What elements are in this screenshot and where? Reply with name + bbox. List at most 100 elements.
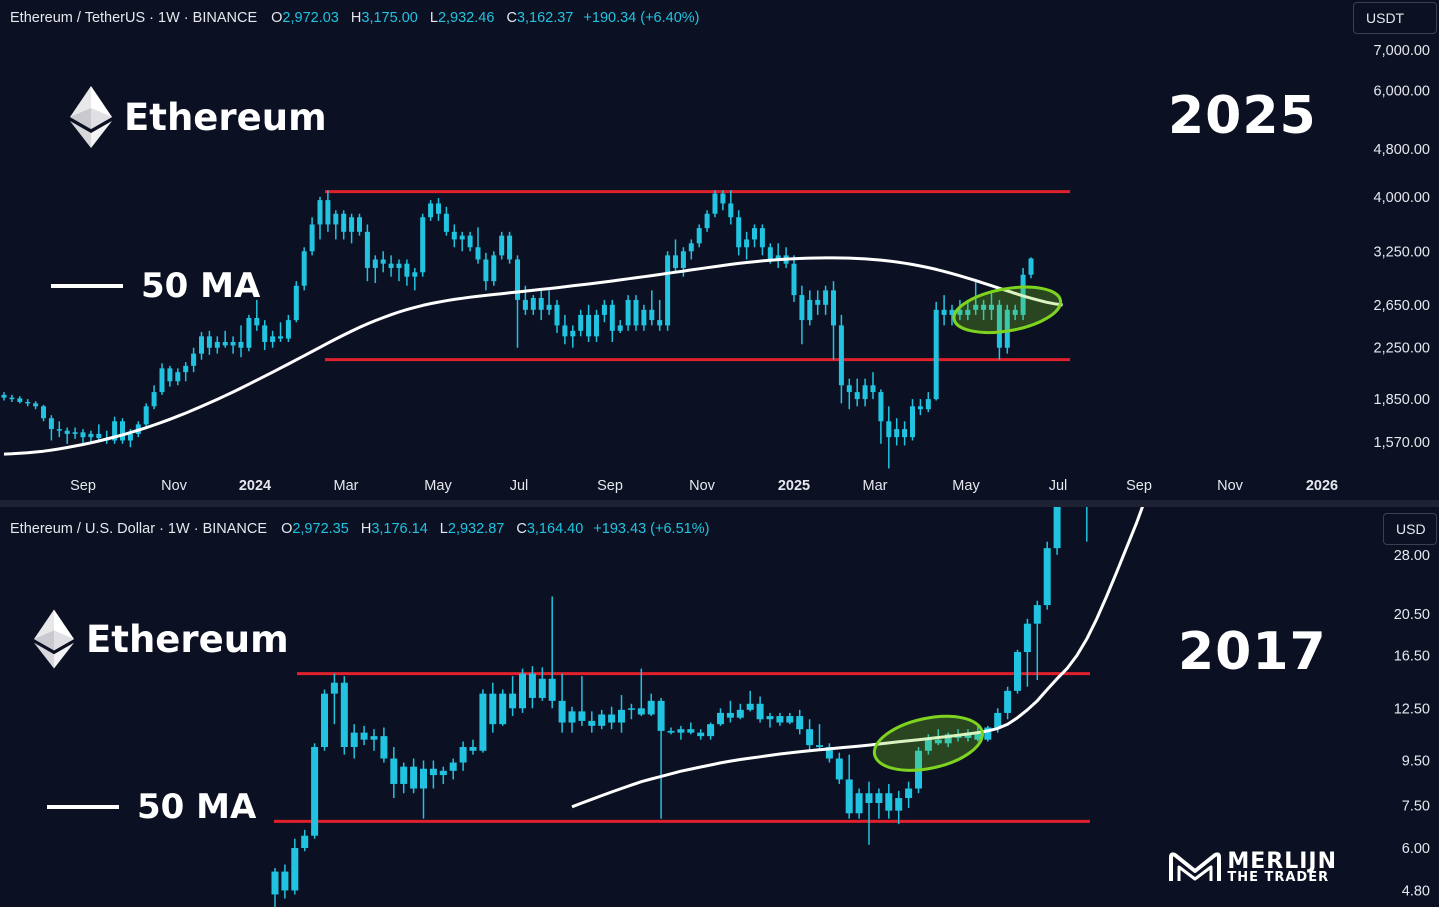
- x-tick-label: 2025: [778, 478, 810, 494]
- candle: [637, 668, 645, 717]
- candle: [806, 719, 814, 751]
- candle: [570, 325, 576, 348]
- merlijn-logo-icon: [1169, 852, 1222, 881]
- candle: [894, 418, 900, 446]
- candle: [586, 304, 592, 342]
- candle: [499, 689, 507, 726]
- ma-legend-label: 50 MA: [141, 266, 261, 306]
- candle: [451, 224, 457, 248]
- breakout-highlight: [952, 285, 1063, 335]
- chart-panel-2025[interactable]: 7,000.00 6,000.00 4,800.00 4,000.00 3,250.00…: [0, 0, 1439, 500]
- candle: [933, 301, 939, 401]
- candle: [697, 729, 705, 740]
- candle: [885, 783, 893, 819]
- candle: [364, 224, 370, 282]
- close-label: C: [506, 10, 517, 26]
- candle: [649, 290, 655, 326]
- candle: [429, 760, 437, 789]
- candle: [475, 227, 481, 264]
- panel-divider[interactable]: [0, 500, 1439, 507]
- close-value: 3,162.37: [516, 10, 574, 26]
- high-label: H: [360, 521, 372, 537]
- candle: [1033, 600, 1041, 681]
- candle: [489, 682, 497, 733]
- price-chart-2025[interactable]: 7,000.00 6,000.00 4,800.00 4,000.00 3,250.00…: [0, 0, 1439, 500]
- y-tick-label: 7.50: [1402, 799, 1430, 815]
- candle: [657, 697, 665, 819]
- candle: [618, 695, 625, 733]
- ma-legend-swatch: [51, 284, 123, 288]
- candle: [744, 231, 750, 260]
- candle: [428, 200, 434, 221]
- candle: [627, 703, 635, 720]
- candle: [855, 788, 863, 819]
- x-tick-label: Mar: [334, 478, 359, 494]
- candle: [854, 378, 860, 407]
- candles: [271, 507, 1088, 907]
- candle: [199, 331, 204, 360]
- candle: [159, 363, 165, 395]
- candle: [965, 299, 971, 321]
- ma-legend: 50 MA: [47, 787, 256, 827]
- candle: [459, 231, 465, 252]
- candle: [311, 743, 319, 839]
- brand-block: Ethereum: [34, 609, 289, 669]
- candle: [1028, 257, 1034, 279]
- candle: [293, 281, 299, 323]
- candle: [925, 392, 931, 413]
- candle: [380, 251, 386, 273]
- candle: [736, 210, 742, 256]
- candle: [775, 243, 781, 268]
- candle: [25, 399, 31, 407]
- candle: [665, 251, 671, 331]
- x-tick-label: 2026: [1306, 478, 1338, 494]
- candle: [330, 673, 338, 725]
- candle: [752, 224, 757, 248]
- candle: [372, 255, 378, 283]
- candle: [728, 190, 734, 225]
- currency-badge[interactable]: USDT: [1353, 2, 1437, 34]
- x-tick-label: Nov: [689, 478, 716, 494]
- y-tick-label: 3,250.00: [1374, 244, 1430, 260]
- candle: [696, 224, 702, 248]
- change-value: +193.43 (+6.51%): [593, 521, 710, 537]
- candle: [519, 668, 526, 713]
- candle: [1, 392, 7, 401]
- candle: [886, 406, 892, 469]
- close-label: C: [516, 521, 527, 537]
- candle: [791, 255, 797, 302]
- candle: [554, 299, 560, 334]
- price-chart-2017[interactable]: 28.00 20.50 16.50 12.50 9.50 7.50 6.00 4.80: [0, 507, 1439, 907]
- chart-panel-2017[interactable]: 28.00 20.50 16.50 12.50 9.50 7.50 6.00 4.80 Eth…: [0, 507, 1439, 907]
- y-tick-label: 4,000.00: [1374, 190, 1430, 206]
- candle: [80, 429, 86, 444]
- candle: [846, 378, 852, 410]
- candle: [469, 739, 477, 755]
- currency-badge[interactable]: USD: [1383, 513, 1437, 545]
- candle: [786, 712, 794, 725]
- candle: [746, 690, 754, 712]
- x-tick-label: Sep: [1126, 478, 1152, 494]
- candle: [673, 239, 678, 273]
- candle: [905, 781, 913, 809]
- candle: [321, 689, 328, 751]
- brand-block: Ethereum: [70, 86, 327, 148]
- x-tick-label: Nov: [161, 478, 188, 494]
- candle: [96, 424, 102, 441]
- candle: [807, 290, 813, 326]
- candle: [420, 213, 426, 277]
- candle: [568, 706, 576, 733]
- ethereum-diamond-icon: [34, 609, 74, 669]
- y-tick-label: 4,800.00: [1374, 142, 1430, 158]
- candle: [594, 309, 599, 342]
- candle: [1012, 304, 1018, 321]
- candle: [412, 267, 418, 291]
- candle: [981, 299, 987, 321]
- candle: [309, 217, 315, 256]
- year-label: 2025: [1168, 86, 1317, 146]
- low-label: L: [429, 10, 438, 26]
- candle: [301, 247, 307, 291]
- candle: [278, 322, 283, 342]
- candle: [206, 330, 212, 355]
- candle: [726, 700, 734, 723]
